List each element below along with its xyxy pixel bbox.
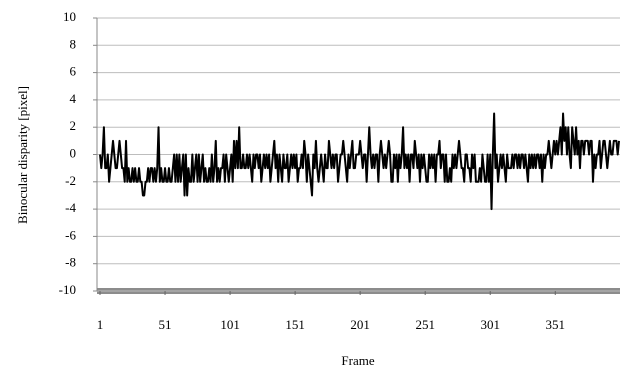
x-tick-label: 251	[415, 317, 435, 332]
x-tick-label: 201	[350, 317, 370, 332]
x-tick-label: 151	[285, 317, 305, 332]
y-tick-label: 2	[70, 118, 77, 133]
x-tick-label: 1	[97, 317, 104, 332]
x-tick-label: 301	[480, 317, 500, 332]
x-tick-label: 51	[159, 317, 172, 332]
y-tick-label: 8	[70, 36, 77, 51]
data-line	[99, 112, 620, 211]
y-tick-label: -2	[65, 173, 76, 188]
y-tick-label: -8	[65, 255, 76, 270]
x-tick-label: 351	[546, 317, 566, 332]
y-tick-label: -10	[59, 282, 76, 297]
y-tick-label: 10	[63, 9, 76, 24]
y-tick-label: -4	[65, 200, 76, 215]
x-axis-label: Frame	[341, 353, 374, 368]
y-tick-label: 0	[70, 145, 77, 160]
y-axis-label: Binocular disparity [pixel]	[15, 86, 30, 224]
y-tick-label: 6	[70, 64, 77, 79]
y-tick-label: -6	[65, 227, 76, 242]
y-tick-label: 4	[70, 91, 77, 106]
x-tick-label: 101	[220, 317, 240, 332]
